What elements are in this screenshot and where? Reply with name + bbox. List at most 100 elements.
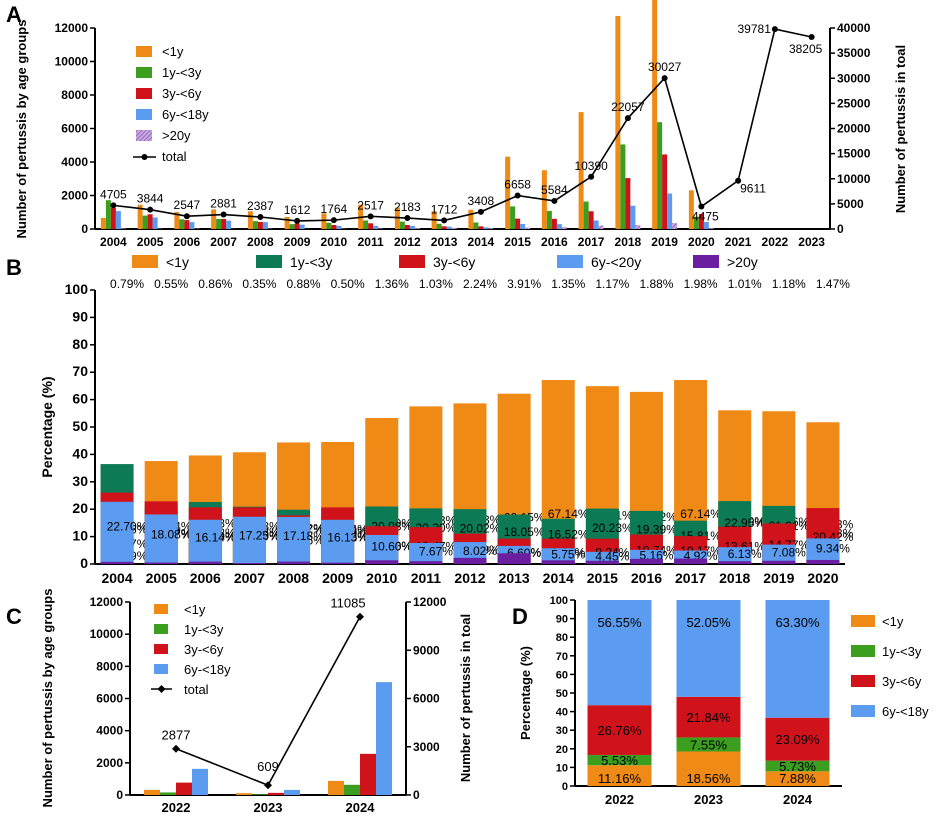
panel-c-legend-swatch [154,664,168,674]
panel-b-bar->20y [188,561,222,564]
panel-d-y-tick-label: 90 [556,614,568,626]
panel-b-x-tick-label: 2012 [454,570,485,586]
panel-b-bar->20y [806,559,840,564]
panel-a-y-tick-label: 2000 [61,189,88,203]
panel-a-total-point [735,177,742,184]
panel-a-total-label: 4475 [692,210,719,224]
panel-a-bar-1y-<3y [546,210,552,229]
panel-a-total-point [771,26,778,33]
panel-label-b: B [6,255,22,280]
panel-b-x-tick-label: 2016 [631,570,662,586]
panel-c-legend-swatch [154,624,168,634]
panel-a-total-point [808,34,815,41]
panel-a-total-label: 30027 [648,60,682,74]
panel-b-bar->20y [144,562,178,564]
panel-d-bar-label: 26.76% [597,723,642,738]
panel-a-bar-1y-<3y [289,224,295,229]
panel-a-bar-<1y [652,0,658,229]
panel-a-bar-3y-<6y [368,223,374,229]
panel-a-total-point [330,217,337,224]
panel-a-bar-6y-<18y [262,222,268,229]
panel-b-bar-label: 67.14% [680,507,721,521]
panel-a-total-label: 2881 [210,197,237,211]
panel-d-legend-swatch [851,645,875,657]
panel-a-bar-6y-<18y [446,226,452,229]
panel-a-total-point [183,213,190,220]
panel-b-bar-6y-<20y [144,514,178,564]
panel-d-bar-<1y [765,771,830,786]
panel-b-legend-label: 6y-<20y [591,254,641,270]
panel-c-y2label: Number of pertussis in toal [458,614,473,782]
panel-a-bar-6y-<18y [483,227,489,229]
panel-b-y-tick-label: 30 [72,473,88,489]
panel-a-x-tick-label: 2005 [137,235,164,249]
panel-a-total-label: 2387 [247,199,274,213]
panel-b-bar-label: 20.23% [592,521,633,535]
panel-a-total-point [624,115,631,122]
panel-a-total-point [294,217,301,224]
panel-c-y-tick-label: 6000 [96,692,123,706]
panel-a-bar-<1y [211,209,217,229]
panel-b-bar-label: 17.18% [283,529,324,543]
panel-c-x-tick-label: 2024 [346,800,376,815]
panel-c-y-tick-label: 10000 [90,627,124,641]
panel-a-bar->20y [598,225,604,229]
panel-b-bar-label: 1.98% [684,277,718,291]
panel-b-legend-label: 3y-<6y [433,254,475,270]
panel-d-bar-label: 7.88% [779,771,816,786]
panel-a-x-tick-label: 2015 [504,235,531,249]
panel-d-bar-label: 23.09% [775,732,820,747]
panel-a-bar-1y-<3y [105,200,111,229]
panel-c-total-point [172,744,180,753]
panel-a-bar->20y [561,227,567,229]
panel-b-bar->20y [365,560,399,564]
panel-a-bar-6y-<18y [630,205,636,229]
panel-a-y-tick-label: 4000 [61,155,88,169]
panel-d-x-tick-label: 2024 [783,792,813,807]
panel-a-y-tick-label: 10000 [55,55,89,69]
panel-a-total-point [110,202,117,209]
panel-d-bar-3y-<6y [587,705,652,755]
panel-d-bar-label: 5.53% [601,753,638,768]
panel-b-bar-6y-<20y [321,519,355,564]
panel-a-bar-3y-<6y [441,226,447,229]
panel-a-x-tick-label: 2014 [468,235,495,249]
panel-a-bar-3y-<6y [515,218,521,229]
panel-a-bar-3y-<6y [698,213,704,229]
panel-d-bar-6y-<18y [587,600,652,706]
panel-a-y2-tick-label: 5000 [837,197,864,211]
panel-b-ylabel: Percentage (%) [39,376,55,477]
panel-a-bar->20y [525,227,531,229]
panel-b-bar-label: 9.34% [816,542,850,556]
panel-d-y-tick-label: 60 [556,669,568,681]
panel-b-legend-label: 1y-<3y [290,254,332,270]
panel-a-bar-6y-<18y [373,225,379,229]
panel-c-total-label: 609 [257,759,279,774]
panel-a-total-point [661,75,668,82]
panel-a-bar-1y-<3y [326,222,332,229]
panel-b-bar-6y-<20y [100,501,134,564]
panel-a-x-tick-label: 2008 [247,235,274,249]
panel-b-x-tick-label: 2007 [234,570,265,586]
panel-a-x-tick-label: 2019 [651,235,678,249]
panel-a-bar-6y-<18y [299,224,305,229]
panel-a-bar-6y-<18y [189,222,195,229]
panel-a-bar-1y-<3y [693,216,699,229]
panel-a-bar-1y-<3y [142,215,148,229]
panel-d-legend-swatch [851,615,875,627]
panel-b-bar->20y [762,560,796,564]
panel-a-x-tick-label: 2004 [100,235,127,249]
panel-d-bar-label: 56.55% [597,615,642,630]
panel-a-bar-3y-<6y [478,226,484,229]
panel-c-total-label: 2877 [162,728,191,743]
panel-a-total-point [220,211,227,218]
panel-a-y-tick-label: 6000 [61,122,88,136]
panel-b-x-tick-label: 2008 [278,570,309,586]
panel-b-x-tick-label: 2011 [411,570,442,586]
panel-a-y2-tick-label: 15000 [837,147,871,161]
panel-b-bar-label: 2.24% [463,277,497,291]
panel-c-bar-3y-<6y [360,753,376,795]
panel-a-bar-1y-<3y [657,122,663,229]
panel-a-bar-3y-<6y [184,220,190,229]
